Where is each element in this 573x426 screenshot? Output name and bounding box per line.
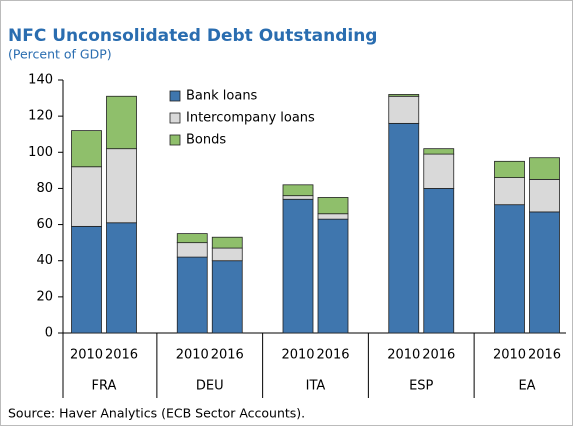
y-tick-label: 100	[28, 145, 53, 160]
bar-segment	[388, 94, 420, 97]
y-tick-label: 140	[28, 73, 53, 88]
x-tick-label: 2016	[422, 348, 455, 363]
bar-segment	[317, 197, 349, 215]
bar-segment	[317, 213, 349, 220]
bar-segment	[423, 153, 455, 189]
group-label: EA	[518, 379, 535, 394]
bar-segment	[71, 225, 102, 334]
x-tick-label: 2010	[387, 348, 420, 363]
bar-segment	[282, 195, 314, 200]
bar-segment	[176, 242, 208, 258]
group-label: ESP	[409, 379, 433, 394]
bar-segment	[211, 260, 243, 334]
bar-segment	[494, 177, 525, 206]
y-tick-label: 40	[36, 253, 53, 268]
x-tick-label: 2016	[105, 348, 138, 363]
bar-segment	[106, 222, 137, 334]
bar-segment	[529, 178, 560, 213]
bar-segment	[282, 198, 314, 334]
y-tick-label: 20	[36, 289, 53, 304]
bar-segment	[423, 188, 455, 334]
y-tick-label: 60	[36, 217, 53, 232]
bar-segment	[106, 95, 137, 150]
chart-subtitle: (Percent of GDP)	[8, 47, 112, 62]
bar-segment	[211, 236, 243, 249]
bar-segment	[423, 148, 455, 155]
legend-swatch	[169, 112, 181, 124]
bar-segment	[71, 166, 102, 227]
bar-segment	[529, 211, 560, 334]
x-tick-label: 2010	[176, 348, 209, 363]
bar-segment	[494, 160, 525, 178]
legend-swatch	[169, 134, 181, 146]
bar-segment	[388, 122, 420, 334]
bar-segment	[529, 157, 560, 180]
x-tick-label: 2010	[493, 348, 526, 363]
y-tick-label: 80	[36, 181, 53, 196]
group-label: ITA	[306, 379, 326, 394]
y-tick-label: 120	[28, 109, 53, 124]
legend-swatch	[169, 90, 181, 102]
group-label: DEU	[196, 379, 224, 394]
y-tick-label: 0	[45, 326, 53, 341]
legend-label: Intercompany loans	[186, 111, 315, 126]
x-tick-label: 2016	[211, 348, 244, 363]
bar-segment	[494, 204, 525, 334]
x-tick-label: 2016	[528, 348, 561, 363]
bar-segment	[176, 256, 208, 334]
bar-segment	[176, 233, 208, 244]
bar-segment	[282, 184, 314, 197]
x-tick-label: 2016	[316, 348, 349, 363]
bar-segment	[211, 247, 243, 262]
bar-segment	[106, 148, 137, 224]
bar-segment	[317, 218, 349, 334]
x-tick-label: 2010	[281, 348, 314, 363]
source-note: Source: Haver Analytics (ECB Sector Acco…	[8, 406, 305, 421]
legend-label: Bank loans	[186, 89, 258, 104]
bar-segment	[388, 95, 420, 124]
legend-label: Bonds	[186, 133, 226, 148]
x-tick-label: 2010	[70, 348, 103, 363]
bar-segment	[71, 130, 102, 168]
chart-title: NFC Unconsolidated Debt Outstanding	[8, 26, 377, 46]
group-label: FRA	[92, 379, 117, 394]
